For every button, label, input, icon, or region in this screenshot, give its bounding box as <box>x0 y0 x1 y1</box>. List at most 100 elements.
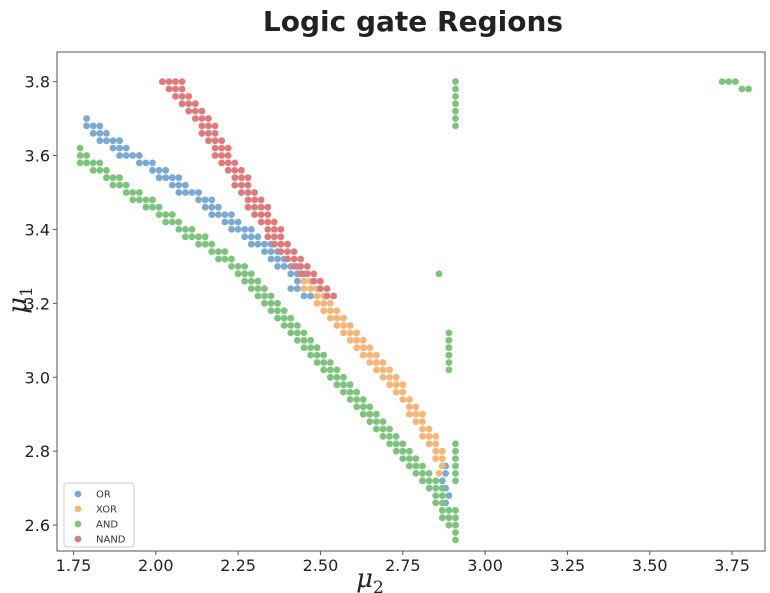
point-or <box>109 144 117 152</box>
point-or <box>261 248 268 256</box>
point-xor <box>333 307 341 315</box>
point-xor <box>326 299 334 307</box>
data-points-layer <box>76 78 752 544</box>
point-and <box>313 359 321 366</box>
point-nand <box>191 107 199 115</box>
point-and <box>208 240 216 248</box>
point-and <box>320 366 328 374</box>
point-and <box>412 455 420 462</box>
point-or <box>162 174 170 182</box>
point-and <box>221 255 229 263</box>
point-and <box>438 492 446 499</box>
point-and <box>445 344 453 352</box>
point-xor <box>366 351 374 359</box>
point-and <box>241 270 249 278</box>
point-and <box>333 366 341 374</box>
point-and <box>116 181 123 189</box>
point-or <box>234 226 242 233</box>
point-xor <box>419 410 426 418</box>
x-axis-ticks: 1.75 2.00 2.25 2.50 2.75 3.00 3.25 3.50 3.75 <box>56 551 750 575</box>
point-xor <box>313 299 321 307</box>
point-nand <box>211 122 219 130</box>
point-and <box>745 85 752 93</box>
point-nand <box>172 78 179 85</box>
point-xor <box>435 470 443 477</box>
legend-entry-xor: XOR <box>74 505 117 516</box>
legend-marker <box>74 505 82 513</box>
point-and <box>326 366 334 374</box>
point-xor <box>392 373 400 381</box>
point-and <box>274 307 281 315</box>
point-nand <box>178 100 186 108</box>
point-and <box>452 470 459 477</box>
point-and <box>122 189 130 196</box>
point-and <box>366 418 374 425</box>
point-and <box>732 78 739 85</box>
point-and <box>274 314 281 322</box>
point-nand <box>284 240 291 248</box>
point-and <box>353 396 361 403</box>
point-and <box>425 477 433 485</box>
point-and <box>201 240 209 248</box>
point-or <box>201 196 209 204</box>
point-and <box>261 285 268 292</box>
point-or <box>287 285 295 292</box>
point-and <box>326 359 334 366</box>
point-nand <box>244 181 252 189</box>
point-and <box>452 521 459 529</box>
point-or <box>221 218 229 226</box>
point-and <box>445 514 453 522</box>
point-and <box>419 470 426 477</box>
point-and <box>452 122 459 130</box>
point-and <box>168 218 176 226</box>
point-xor <box>432 433 440 440</box>
point-xor <box>438 447 446 455</box>
point-nand <box>251 189 258 196</box>
point-or <box>83 115 90 122</box>
point-or <box>122 144 130 152</box>
point-or <box>442 470 449 477</box>
point-and <box>116 174 123 182</box>
point-and <box>182 233 189 241</box>
point-or <box>445 492 453 499</box>
point-nand <box>185 100 193 108</box>
point-xor <box>379 366 387 374</box>
point-or <box>155 174 163 182</box>
point-and <box>406 455 413 462</box>
legend-label: OR <box>96 490 111 501</box>
point-xor <box>438 455 446 462</box>
point-or <box>96 129 104 137</box>
point-or <box>103 129 110 137</box>
point-and <box>438 499 446 507</box>
point-or <box>195 196 203 204</box>
point-nand <box>165 85 173 93</box>
point-nand <box>205 129 212 137</box>
point-and <box>419 462 426 470</box>
point-and <box>234 270 242 278</box>
point-and <box>445 506 453 514</box>
point-or <box>234 218 242 226</box>
point-and <box>406 462 413 470</box>
point-nand <box>224 159 232 167</box>
point-and <box>452 107 459 115</box>
point-or <box>195 189 203 196</box>
point-xor <box>425 440 433 448</box>
point-or <box>182 181 189 189</box>
point-and <box>392 447 400 455</box>
point-and <box>452 447 459 455</box>
x-tick-label: 2.25 <box>220 556 256 575</box>
point-and <box>307 344 314 352</box>
point-and <box>432 492 440 499</box>
point-nand <box>284 248 291 256</box>
point-and <box>155 211 163 219</box>
point-or <box>122 152 130 159</box>
point-and <box>261 299 268 307</box>
point-xor <box>399 388 407 396</box>
point-or <box>241 226 249 233</box>
point-and <box>182 226 189 233</box>
point-and <box>149 203 156 211</box>
point-and <box>438 514 446 522</box>
point-nand <box>198 122 206 130</box>
point-nand <box>277 240 285 248</box>
y-tick-label: 3.6 <box>25 146 50 165</box>
